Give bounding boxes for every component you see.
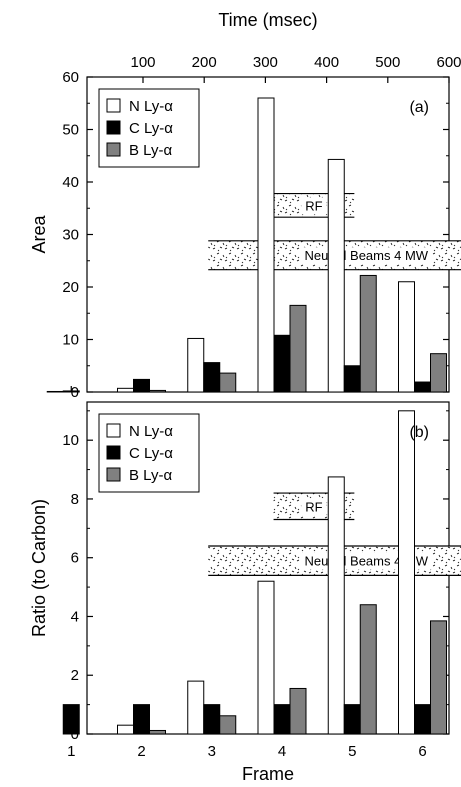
bar [203,704,221,735]
y-tick-label: 50 [62,122,79,139]
series-2-bars [149,604,447,735]
series-1-bars [62,704,431,735]
bar [430,353,447,393]
bar [359,604,377,735]
legend-entry: C Ly-α [129,120,173,137]
bar [257,580,275,735]
bar [187,680,205,735]
y-tick-label: 30 [62,227,79,244]
y-tick-label: 20 [62,279,79,296]
bar [273,704,291,735]
series-0-bars [46,97,415,393]
series-1-bars [62,334,431,393]
y-tick-label: 0 [71,726,79,743]
band-label: Neutral Beams 4 MW [305,248,429,263]
y-tick-label: 60 [62,69,79,86]
bar [289,687,307,735]
top-axis-title: Time (msec) [218,10,317,30]
bar [46,390,64,393]
bar [273,334,291,393]
y-tick-label: 2 [71,667,79,684]
legend-entry: C Ly-α [129,445,173,462]
bar [343,704,361,735]
bar [257,97,275,393]
legend-entry: N Ly-α [129,423,173,440]
y-tick-label: 4 [71,608,79,625]
x-axis-title: Frame [242,764,294,784]
top-tick-label: 500 [375,54,400,71]
top-tick-label: 600 [436,54,461,71]
panel-a: 0102030405060AreaRFNeutral Beams 4 MWN L… [29,10,461,401]
top-tick-label: 200 [192,54,217,71]
legend-entry: B Ly-α [129,467,172,484]
x-tick-label: 2 [137,743,145,760]
y-tick-label: 40 [62,174,79,191]
top-tick-label: 400 [314,54,339,71]
band-label: RF [305,198,322,213]
legend-entry: N Ly-α [129,98,173,115]
y-tick-label: 10 [62,332,79,349]
x-tick-label: 3 [208,743,216,760]
bar [149,729,166,735]
y-tick-label: 6 [71,550,79,567]
bar [149,389,166,393]
legend-swatch [106,467,121,482]
band-label: RF [305,499,322,514]
bar [203,362,221,393]
legend-swatch [106,445,121,460]
panel-label: (b) [409,424,429,441]
y-tick-label: 10 [62,432,79,449]
bar [398,281,415,393]
x-tick-label: 1 [67,743,75,760]
panel-label: (a) [409,99,429,116]
legend-swatch [106,98,121,113]
panel-b: 02468101234567Ratio (to Carbon)RFNeutral… [29,401,461,784]
bar [430,620,447,735]
legend-entry: B Ly-α [129,142,172,159]
legend-swatch [106,423,121,438]
x-tick-label: 5 [348,743,356,760]
series-0-bars [117,410,415,735]
bar [343,365,361,393]
bar [327,476,345,735]
top-tick-label: 100 [130,54,155,71]
bar [133,378,150,393]
series-2-bars [149,274,447,393]
band-label-backing [301,197,327,215]
bar [62,704,80,735]
bar [414,704,431,735]
bar [359,274,377,393]
y-tick-label: 8 [71,491,79,508]
band-label-backing [301,498,327,516]
bar [398,410,415,735]
bar [117,387,134,393]
y-axis-title: Area [29,215,49,254]
bar [289,304,307,393]
bar [117,724,134,735]
bar [133,704,150,735]
bar [62,390,80,393]
legend-swatch [106,120,121,135]
top-tick-label: 300 [253,54,278,71]
x-tick-label: 4 [278,743,286,760]
bar [219,715,237,735]
x-tick-label: 6 [418,743,426,760]
bar [187,337,205,393]
bar [414,381,431,393]
legend-swatch [106,142,121,157]
bar [327,158,345,393]
y-axis-title: Ratio (to Carbon) [29,499,49,637]
bar [219,372,237,393]
